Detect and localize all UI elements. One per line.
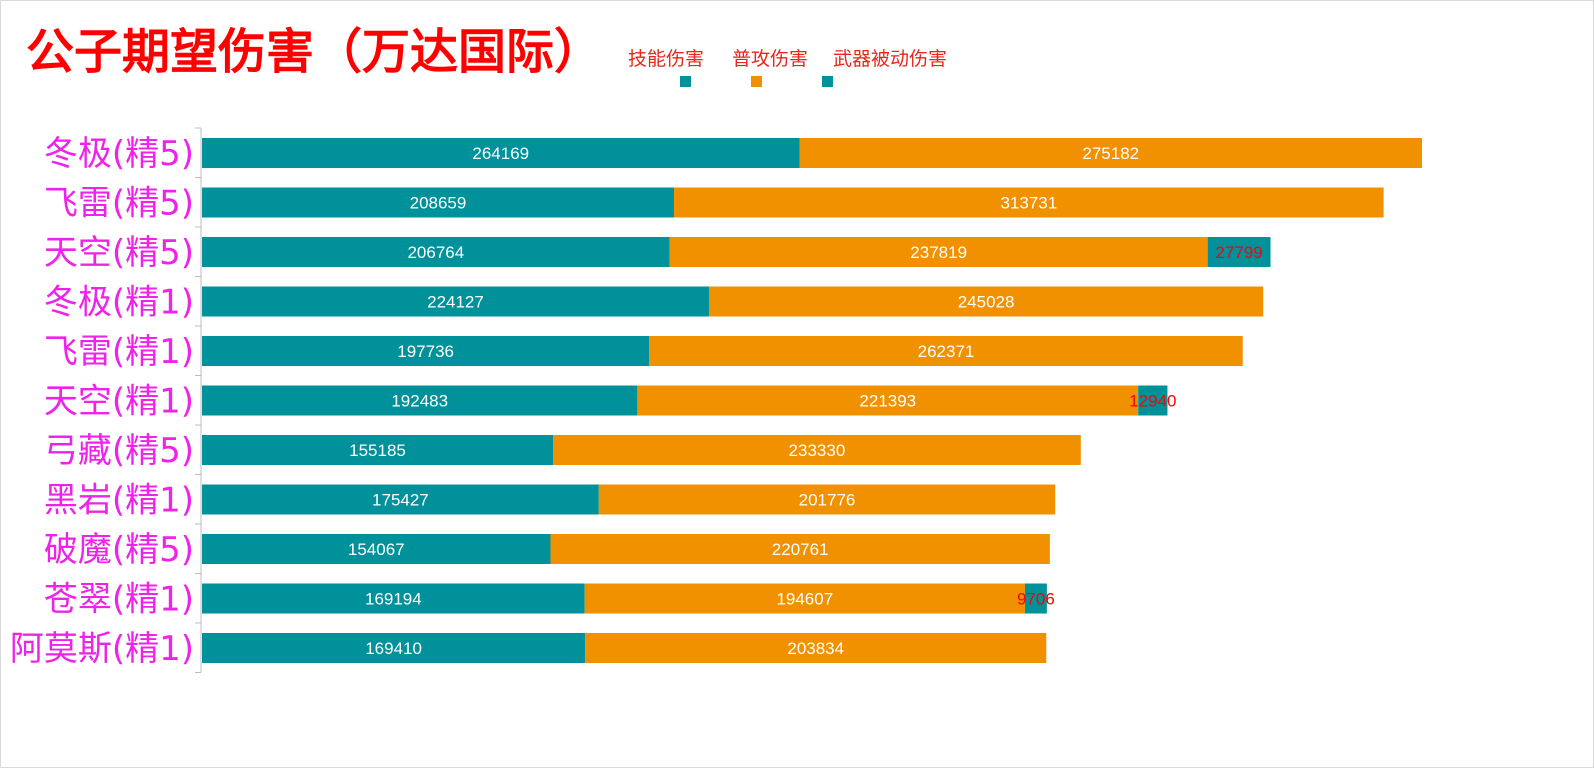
- bar-segment: [1138, 385, 1168, 416]
- data-label: 221393: [859, 392, 916, 411]
- category-label: 冬极(精5): [44, 134, 194, 174]
- data-label: 262371: [918, 342, 975, 361]
- legend-label-normal-attack: 普攻伤害: [732, 48, 809, 70]
- data-label: 237819: [910, 243, 967, 262]
- data-label: 201776: [799, 491, 856, 510]
- bar-segment: [708, 286, 1264, 317]
- legend-label-weapon-passive: 武器被动伤害: [833, 48, 948, 70]
- category-label: 弓藏(精5): [44, 431, 194, 471]
- category-label: 阿莫斯(精1): [10, 629, 194, 669]
- legend: 技能伤害 普攻伤害 武器被动伤害: [628, 44, 988, 94]
- data-label: 194607: [776, 590, 833, 609]
- category-label: 黑岩(精1): [44, 481, 194, 521]
- bar-segment: [799, 138, 1422, 168]
- legend-swatch-normal-attack: [751, 76, 762, 87]
- data-label: 313731: [1000, 194, 1057, 213]
- category-label: 天空(精1): [44, 382, 194, 422]
- bar-segment: [669, 237, 1208, 267]
- bar-segment: [637, 385, 1139, 416]
- category-label: 飞雷(精1): [44, 332, 194, 372]
- bar-segment: [553, 435, 1081, 465]
- category-label: 苍翠(精1): [44, 580, 194, 620]
- data-label: 264169: [472, 144, 529, 163]
- data-label: 12940: [1129, 392, 1176, 411]
- bar-segment: [598, 484, 1056, 515]
- bar-segment: [1207, 237, 1271, 267]
- bar-segment: [202, 237, 670, 267]
- bar-segment: [202, 435, 554, 465]
- legend-entry-normal-attack: 普攻伤害: [732, 44, 822, 94]
- data-label: 175427: [372, 491, 429, 510]
- bar-segment: [202, 583, 585, 614]
- bar-segment: [550, 534, 1050, 564]
- data-label: 155185: [349, 441, 406, 460]
- data-label: 154067: [348, 540, 405, 559]
- category-label: 冬极(精1): [44, 283, 194, 323]
- data-label: 9706: [1017, 590, 1055, 609]
- data-label: 27799: [1215, 243, 1262, 262]
- bar-segment: [202, 484, 599, 515]
- data-label: 245028: [958, 293, 1015, 312]
- bar-segment: [1024, 583, 1047, 614]
- legend-swatch-skill: [680, 76, 691, 87]
- bar-segment: [202, 633, 586, 663]
- legend-entry-skill: 技能伤害: [628, 44, 718, 94]
- bar-segment: [673, 187, 1384, 218]
- data-label: 206764: [407, 243, 464, 262]
- bar-segment: [202, 534, 551, 564]
- bar-segment: [202, 187, 674, 218]
- legend-swatch-weapon-passive: [822, 76, 833, 87]
- legend-label-skill: 技能伤害: [628, 48, 705, 70]
- data-label: 203834: [787, 639, 844, 658]
- bar-segment: [202, 286, 709, 317]
- bar-segment: [202, 336, 650, 366]
- bar-segment: [202, 138, 800, 168]
- data-label: 197736: [397, 342, 454, 361]
- data-label: 169410: [365, 639, 422, 658]
- category-label: 破魔(精5): [44, 530, 194, 570]
- data-label: 169194: [365, 590, 422, 609]
- data-label: 233330: [789, 441, 846, 460]
- bar-segment: [649, 336, 1243, 366]
- chart-title: 公子期望伤害（万达国际）: [26, 24, 603, 80]
- data-label: 220761: [772, 540, 829, 559]
- legend-entry-weapon-passive: 武器被动伤害: [822, 44, 973, 94]
- bar-segment: [585, 633, 1047, 663]
- bar-segment: [584, 583, 1025, 614]
- category-label: 飞雷(精5): [44, 184, 194, 224]
- bar-segment: [202, 385, 638, 416]
- data-label: 275182: [1082, 144, 1139, 163]
- category-label: 天空(精5): [44, 233, 194, 273]
- data-label: 208659: [410, 194, 467, 213]
- data-label: 192483: [391, 392, 448, 411]
- data-label: 224127: [427, 293, 484, 312]
